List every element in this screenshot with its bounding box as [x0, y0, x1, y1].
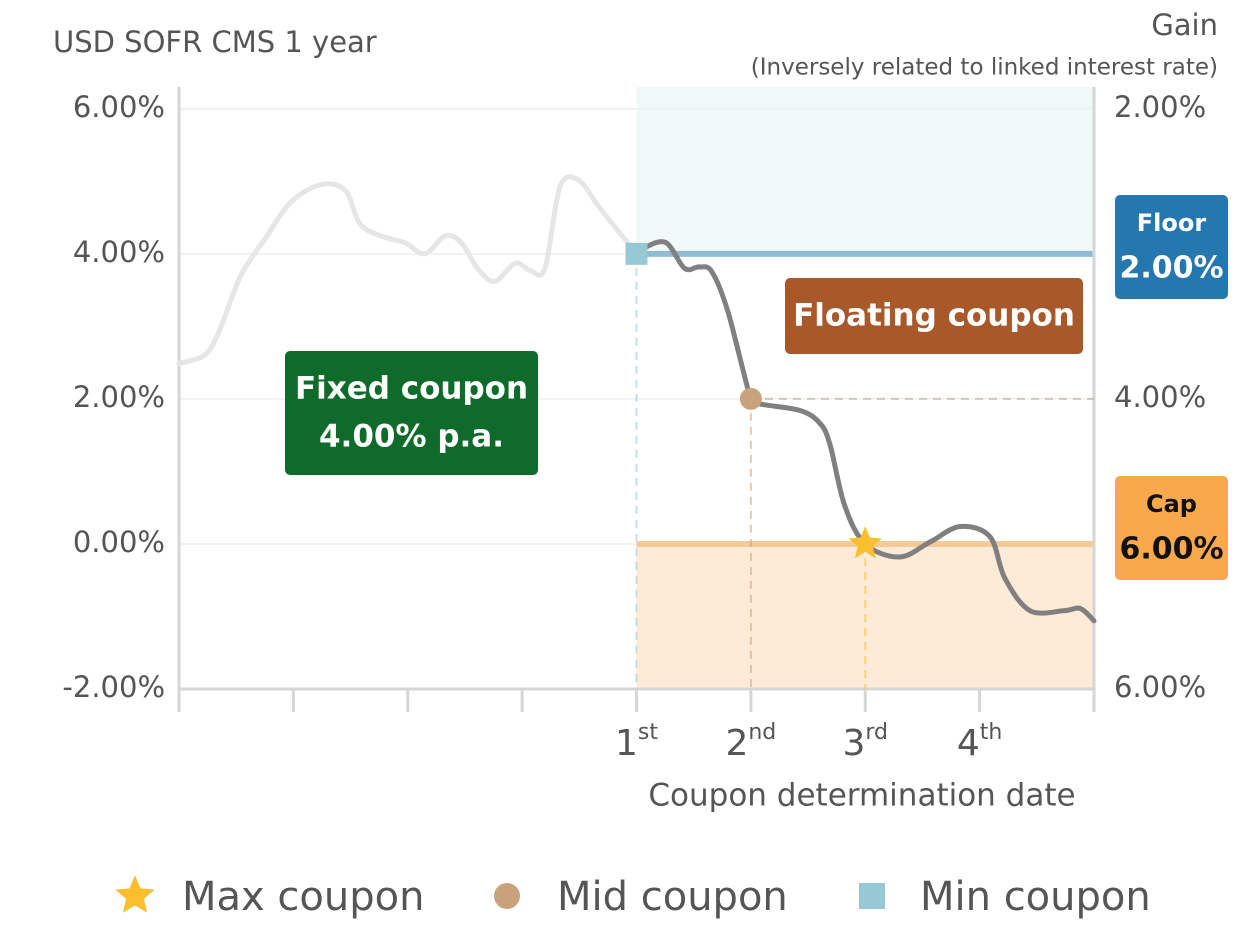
x-tick-label: 2nd — [725, 720, 776, 764]
x-axis-label: Coupon determination date — [648, 778, 1075, 814]
marker-star — [115, 875, 155, 913]
y-tick-label: 0.00% — [73, 525, 165, 559]
annotation-box — [1115, 195, 1228, 299]
marker-square — [859, 883, 885, 909]
annotation-text: Fixed coupon — [295, 371, 528, 407]
marker-star — [848, 526, 882, 559]
annotation-text: Cap — [1146, 490, 1197, 518]
series-line — [176, 174, 639, 366]
y-tick-label: 4.00% — [73, 235, 165, 269]
y2-tick-label: 4.00% — [1114, 380, 1206, 414]
series-line — [634, 239, 1097, 624]
annotation-text: Floating coupon — [793, 298, 1075, 334]
annotation-text: 2.00% — [1119, 251, 1223, 286]
annotation-box — [285, 351, 538, 475]
y-axis-label: USD SOFR CMS 1 year — [53, 25, 377, 59]
legend-label: Max coupon — [182, 874, 424, 920]
marker-circle — [494, 883, 520, 909]
y-tick-label: 2.00% — [73, 380, 165, 414]
legend-label: Min coupon — [920, 874, 1151, 920]
y2-axis-label: Gain — [1151, 8, 1218, 42]
annotation-text: Floor — [1137, 209, 1207, 237]
y-tick-label: -2.00% — [62, 670, 165, 704]
y2-tick-label: 6.00% — [1114, 670, 1206, 704]
annotation-text: 4.00% p.a. — [319, 419, 504, 455]
marker-circle — [739, 387, 762, 410]
annotation-box — [1115, 476, 1228, 580]
floor-region — [636, 87, 1094, 254]
x-tick-label: 3rd — [842, 720, 888, 764]
annotation-box — [785, 278, 1083, 354]
y2-tick-label: 2.00% — [1114, 90, 1206, 124]
marker-square — [625, 242, 648, 265]
annotation-text: 6.00% — [1119, 532, 1223, 567]
legend-label: Mid coupon — [557, 874, 788, 920]
x-tick-label: 1st — [615, 720, 658, 764]
x-tick-label: 4th — [957, 720, 1002, 764]
y-tick-label: 6.00% — [73, 90, 165, 124]
y2-axis-subtitle: (Inversely related to linked interest ra… — [751, 55, 1218, 81]
